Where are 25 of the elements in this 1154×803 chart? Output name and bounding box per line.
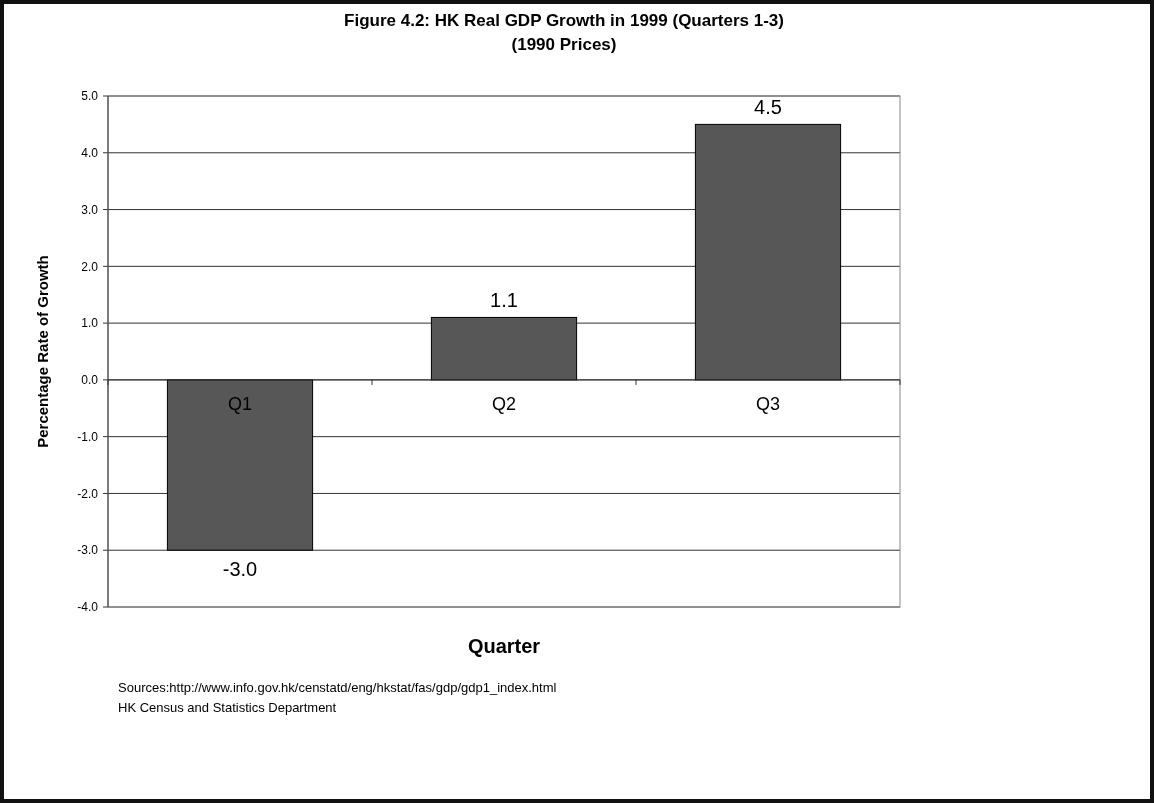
y-tick-label: 2.0 [81, 259, 99, 274]
y-tick-label: -2.0 [77, 486, 99, 501]
y-tick-label: 1.0 [81, 316, 99, 331]
y-tick-label: 4.0 [81, 145, 99, 160]
chart-subtitle: (1990 Prices) [511, 35, 617, 54]
data-label: -3.0 [222, 558, 258, 581]
text: HK Census and Statistics Department [118, 700, 337, 715]
y-axis-title: Percentage Rate of Growth [34, 255, 51, 448]
x-tick-label: Q1 [227, 393, 253, 414]
data-label: 1.1 [490, 289, 518, 312]
x-tick-label: Q2 [491, 393, 517, 414]
y-tick-label: 0.0 [81, 373, 99, 388]
x-axis-title: Quarter [467, 635, 541, 657]
source-note: Sources:http://www.info.gov.hk/censtatd/eng/hkstat/fas/gdp/gdp1_index.html [118, 680, 557, 695]
bar [166, 379, 314, 551]
x-tick-label: Q3 [755, 393, 781, 414]
bar [430, 316, 578, 381]
chart-title: Figure 4.2: HK Real GDP Growth in 1999 (Quarters 1-3) [344, 11, 784, 30]
bar [694, 123, 842, 381]
y-tick-label: -1.0 [77, 429, 99, 444]
data-label: 4.5 [754, 96, 782, 119]
y-tick-label: 3.0 [81, 202, 99, 217]
y-tick-label: -4.0 [77, 600, 99, 615]
y-tick-label: 5.0 [81, 89, 99, 104]
y-tick-label: -3.0 [77, 543, 99, 558]
